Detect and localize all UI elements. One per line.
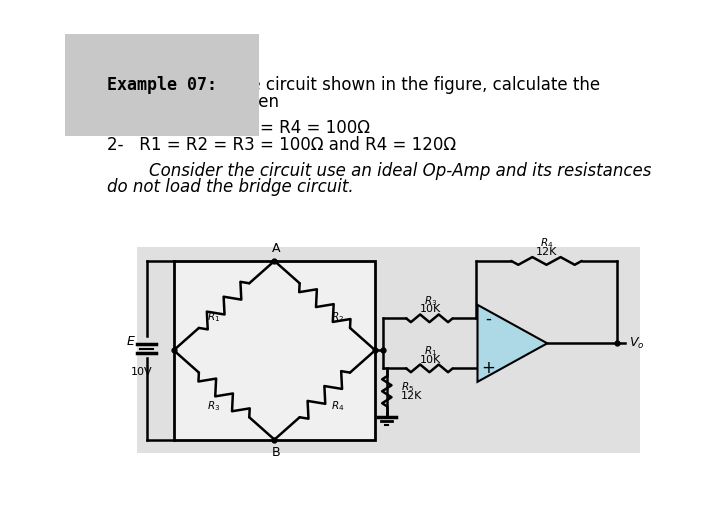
Text: Example 07:: Example 07: [107, 76, 217, 94]
Text: 12K: 12K [536, 247, 557, 257]
Text: 12K: 12K [401, 391, 422, 401]
Text: B: B [271, 446, 280, 459]
Text: For the circuit shown in the figure, calculate the: For the circuit shown in the figure, cal… [197, 76, 600, 94]
Text: 2-   R1 = R2 = R3 = 100Ω and R4 = 120Ω: 2- R1 = R2 = R3 = 100Ω and R4 = 120Ω [107, 136, 456, 154]
Text: E: E [127, 335, 135, 348]
Text: 10K: 10K [420, 305, 441, 315]
Text: $R_3$: $R_3$ [207, 400, 220, 413]
Text: Consider the circuit use an ideal Op-Amp and its resistances: Consider the circuit use an ideal Op-Amp… [107, 162, 652, 181]
Text: $R_4$: $R_4$ [540, 236, 553, 250]
Text: do not load the bridge circuit.: do not load the bridge circuit. [107, 178, 354, 196]
Text: output voltage when: output voltage when [107, 93, 279, 111]
Text: $R_5$: $R_5$ [401, 380, 414, 394]
Text: 10V: 10V [131, 367, 153, 377]
Text: $R_1$: $R_1$ [423, 344, 437, 358]
Polygon shape [477, 305, 547, 382]
Bar [137, 247, 640, 454]
Text: $R_2$: $R_2$ [330, 310, 343, 324]
Text: $R_3$: $R_3$ [423, 294, 437, 308]
Text: $R_1$: $R_1$ [207, 310, 220, 324]
Text: A: A [271, 242, 280, 255]
Text: 1-   R1 = R2 = R3 = R4 = 100Ω: 1- R1 = R2 = R3 = R4 = 100Ω [107, 119, 370, 137]
Text: $V_o$: $V_o$ [629, 336, 644, 351]
Text: +: + [482, 359, 495, 377]
Text: 10K: 10K [420, 354, 441, 364]
Bar [174, 261, 375, 440]
Text: $R_4$: $R_4$ [330, 400, 344, 413]
Text: -: - [485, 309, 491, 327]
